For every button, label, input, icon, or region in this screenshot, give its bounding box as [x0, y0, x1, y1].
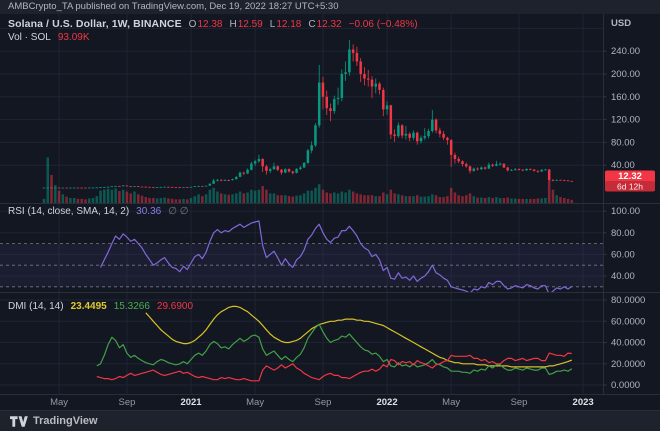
dmi-tick-label: 20.0000	[611, 359, 645, 370]
currency-label: USD	[611, 18, 631, 29]
low-readout: L 12.18	[270, 19, 302, 30]
adx-value: 23.4495	[70, 301, 107, 312]
time-tick-label: Sep	[511, 397, 528, 408]
dmi-tick-label: 80.0000	[611, 295, 645, 306]
time-tick-label: Sep	[315, 397, 332, 408]
price-tick-label: 40.00	[611, 160, 635, 171]
plus-di-line	[96, 323, 573, 375]
publish-header: AMBCrypto_TA published on TradingView.co…	[0, 0, 660, 14]
chart-canvas[interactable]: USD 240.00 200.00 160.00 120.00 80.00 40.00 100…	[0, 14, 660, 410]
time-tick-label: 2023	[573, 397, 594, 408]
rsi-tick-label: 40.00	[611, 271, 635, 282]
open-value: 12.38	[197, 18, 223, 30]
dmi-tick-label: 40.0000	[611, 338, 645, 349]
rsi-tick-label: 80.00	[611, 228, 635, 239]
rsi-tick-label: 60.00	[611, 249, 635, 260]
volume-legend[interactable]: Vol · SOL 93.09K	[8, 32, 90, 43]
tradingview-brand[interactable]: TradingView	[33, 415, 98, 427]
rsi-line	[99, 220, 573, 292]
open-readout: O 12.38	[189, 19, 223, 30]
low-label: L	[269, 18, 276, 30]
footer-bar: TradingView	[0, 410, 660, 431]
price-tick-label: 200.00	[611, 69, 640, 80]
price-scale[interactable]: USD 240.00 200.00 160.00 120.00 80.00 40.00 100…	[603, 18, 646, 391]
dmi-legend[interactable]: DMI (14, 14) 23.4495 15.3266 29.6900	[8, 301, 193, 312]
dmi-tick-label: 0.0000	[611, 380, 640, 391]
price-tick-label: 120.00	[611, 115, 640, 126]
candlestick-series	[42, 39, 574, 189]
open-label: O	[188, 18, 197, 30]
high-readout: H 12.59	[229, 19, 262, 30]
time-tick-label: May	[246, 397, 264, 408]
rsi-tick-label: 100.00	[611, 206, 640, 217]
volume-series	[42, 157, 574, 204]
time-tick-label: 2022	[376, 397, 397, 408]
price-tick-label: 240.00	[611, 46, 640, 57]
high-label: H	[229, 18, 237, 30]
rsi-legend[interactable]: RSI (14, close, SMA, 14, 2) 30.36 ∅ ∅	[8, 206, 188, 217]
price-tick-label: 160.00	[611, 92, 640, 103]
pane-separators	[0, 14, 660, 395]
close-value: 12.32	[316, 18, 342, 30]
volume-label: Vol · SOL	[8, 32, 51, 43]
time-scale[interactable]: May Sep 2021 May Sep 2022 May Sep 2023	[50, 397, 594, 408]
bar-countdown: 6d 12h	[617, 182, 643, 192]
time-tick-label: Sep	[118, 397, 135, 408]
rsi-bands	[0, 243, 603, 288]
publish-text: AMBCrypto_TA published on TradingView.co…	[8, 1, 339, 12]
minus-di-line	[96, 352, 572, 382]
time-tick-label: 2021	[180, 397, 202, 408]
close-label: C	[308, 18, 316, 30]
change-value: −0.06 (−0.48%)	[348, 18, 418, 30]
chart-area: USD 240.00 200.00 160.00 120.00 80.00 40.00 100…	[0, 14, 660, 410]
price-tick-label: 80.00	[611, 137, 635, 148]
rsi-value: 30.36	[136, 206, 162, 217]
close-readout: C 12.32	[308, 19, 341, 30]
tradingview-logo-icon[interactable]	[10, 415, 28, 427]
time-tick-label: May	[442, 397, 460, 408]
rsi-empty-values: ∅ ∅	[168, 206, 189, 217]
last-price-value: 12.32	[618, 171, 642, 182]
symbol-legend[interactable]: Solana / U.S. Dollar, 1W, BINANCE O 12.38…	[8, 18, 418, 30]
time-tick-label: May	[50, 397, 68, 408]
minus-di-value: 29.6900	[156, 301, 194, 312]
rsi-label: RSI (14, close, SMA, 14, 2)	[8, 206, 130, 217]
grid-lines	[0, 14, 603, 395]
low-value: 12.18	[276, 18, 302, 30]
dmi-tick-label: 60.0000	[611, 316, 645, 327]
volume-value: 93.09K	[57, 32, 90, 43]
high-value: 12.59	[237, 18, 263, 30]
plus-di-value: 15.3266	[113, 301, 150, 312]
symbol-title: Solana / U.S. Dollar, 1W, BINANCE	[8, 18, 182, 30]
dmi-label: DMI (14, 14)	[8, 301, 64, 312]
